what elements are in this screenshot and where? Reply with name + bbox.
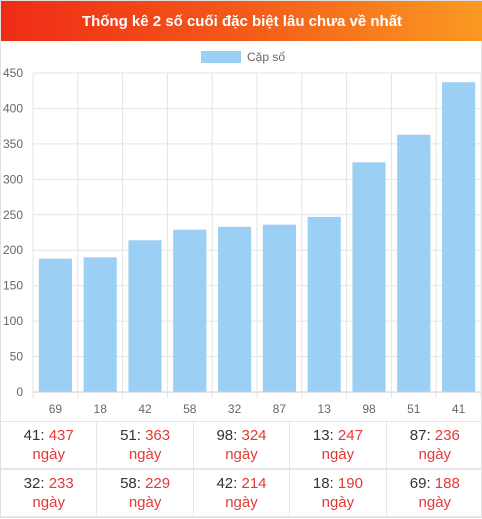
days-unit: ngày bbox=[418, 494, 452, 511]
y-tick-label: 0 bbox=[16, 385, 23, 399]
pair-number: 51: bbox=[120, 427, 146, 444]
bar bbox=[83, 257, 117, 392]
table-cell: 18: 190 ngày bbox=[290, 469, 387, 517]
chart-bars bbox=[38, 82, 476, 392]
cell-value-line: 98: 324 bbox=[216, 426, 266, 445]
x-tick-label: 51 bbox=[407, 402, 421, 416]
bar bbox=[442, 82, 476, 392]
chart-legend: Cặp số bbox=[201, 50, 285, 64]
pair-number: 18: bbox=[312, 475, 338, 492]
cell-value-line: 58: 229 bbox=[120, 474, 170, 493]
bar bbox=[173, 229, 207, 392]
table-cell: 98: 324 ngày bbox=[193, 421, 291, 469]
x-tick-label: 98 bbox=[362, 402, 376, 416]
legend-label: Cặp số bbox=[247, 50, 285, 64]
table-cell: 13: 247 ngày bbox=[290, 421, 387, 469]
y-tick-label: 350 bbox=[3, 137, 23, 151]
cell-value-line: 69: 188 bbox=[410, 474, 460, 493]
y-tick-label: 250 bbox=[3, 208, 23, 222]
x-tick-label: 87 bbox=[273, 402, 287, 416]
y-tick-label: 50 bbox=[10, 350, 24, 364]
y-tick-label: 150 bbox=[3, 279, 23, 293]
table-cell: 87: 236 ngày bbox=[386, 421, 482, 469]
days-count: 229 bbox=[145, 475, 171, 492]
days-count: 188 bbox=[434, 475, 460, 492]
y-tick-label: 400 bbox=[3, 101, 23, 115]
cell-value-line: 87: 236 bbox=[410, 426, 460, 445]
days-count: 363 bbox=[145, 427, 171, 444]
cell-value-line: 13: 247 bbox=[313, 426, 363, 445]
table-cell: 32: 233 ngày bbox=[1, 469, 98, 517]
bar bbox=[397, 134, 431, 392]
x-tick-label: 69 bbox=[49, 402, 63, 416]
days-unit: ngày bbox=[32, 446, 65, 463]
days-count: 233 bbox=[48, 475, 74, 492]
y-axis: 0 50 100 150 200 250 300 350 400 450 bbox=[3, 66, 23, 399]
bar bbox=[128, 240, 162, 392]
days-unit: ngày bbox=[321, 446, 355, 463]
bar bbox=[38, 258, 72, 392]
days-table: 41: 437 ngày 51: 363 ngày 98: 324 ngày 13: 247… bbox=[1, 421, 482, 519]
days-unit: ngày bbox=[32, 494, 65, 511]
x-tick-label: 41 bbox=[452, 402, 466, 416]
pair-number: 13: bbox=[312, 427, 338, 444]
days-unit: ngày bbox=[225, 446, 258, 463]
y-tick-label: 300 bbox=[3, 172, 23, 186]
cell-value-line: 32: 233 bbox=[24, 474, 74, 493]
pair-number: 32: bbox=[23, 475, 49, 492]
cell-value-line: 41: 437 bbox=[24, 426, 74, 445]
cell-value-line: 18: 190 bbox=[313, 474, 363, 493]
x-tick-label: 58 bbox=[183, 402, 197, 416]
pair-number: 69: bbox=[409, 475, 435, 492]
pair-number: 58: bbox=[120, 475, 146, 492]
pair-number: 41: bbox=[23, 427, 49, 444]
days-unit: ngày bbox=[128, 446, 162, 463]
bar bbox=[307, 216, 341, 392]
cell-value-line: 51: 363 bbox=[120, 426, 170, 445]
y-tick-label: 100 bbox=[3, 314, 23, 328]
pair-number: 42: bbox=[216, 475, 242, 492]
pair-number: 87: bbox=[409, 427, 435, 444]
bar-chart: Cặp số 0 50 100 150 200 250 300 350 400 450 69 18 4… bbox=[3, 50, 482, 416]
y-tick-label: 450 bbox=[3, 66, 23, 80]
table-cell: 58: 229 ngày bbox=[97, 469, 194, 517]
days-count: 236 bbox=[434, 427, 460, 444]
pair-number: 98: bbox=[216, 427, 242, 444]
days-unit: ngày bbox=[418, 446, 452, 463]
cell-value-line: 42: 214 bbox=[216, 474, 266, 493]
days-count: 437 bbox=[48, 427, 74, 444]
table-cell: 51: 363 ngày bbox=[97, 421, 194, 469]
days-unit: ngày bbox=[321, 494, 355, 511]
days-count: 324 bbox=[241, 427, 267, 444]
x-tick-label: 42 bbox=[138, 402, 152, 416]
bar bbox=[262, 224, 296, 392]
table-cell: 41: 437 ngày bbox=[1, 421, 98, 469]
table-cell: 69: 188 ngày bbox=[386, 469, 482, 517]
x-tick-label: 32 bbox=[228, 402, 242, 416]
y-tick-label: 200 bbox=[3, 243, 23, 257]
days-unit: ngày bbox=[225, 494, 258, 511]
legend-swatch bbox=[201, 51, 241, 63]
bar bbox=[218, 226, 252, 392]
x-tick-label: 13 bbox=[318, 402, 332, 416]
chart-gridlines bbox=[32, 72, 482, 398]
days-count: 247 bbox=[337, 427, 363, 444]
widget-title: Thống kê 2 số cuối đặc biệt lâu chưa về … bbox=[1, 1, 482, 41]
x-tick-label: 18 bbox=[94, 402, 108, 416]
table-cell: 42: 214 ngày bbox=[193, 469, 291, 517]
days-unit: ngày bbox=[128, 494, 162, 511]
bar bbox=[352, 162, 386, 392]
days-count: 214 bbox=[241, 475, 267, 492]
days-count: 190 bbox=[337, 475, 363, 492]
x-axis: 69 18 42 58 32 87 13 98 51 41 bbox=[33, 391, 481, 416]
